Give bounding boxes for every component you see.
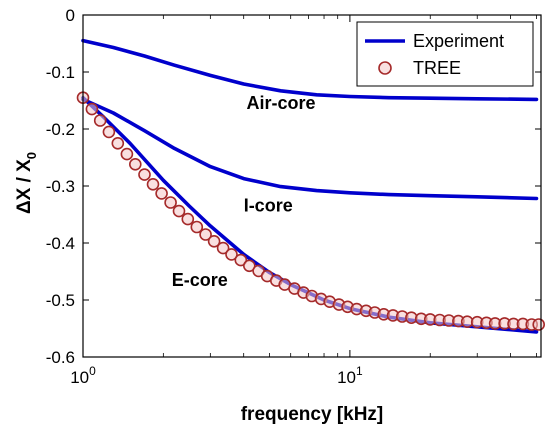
y-axis-label-main: ΔX / X [14,159,35,214]
tree-marker [532,318,546,331]
tree-marker [129,158,142,171]
tree-marker [216,241,230,255]
legend-label: Experiment [413,31,504,51]
tree-marker [155,187,168,200]
y-tick-label: -0.4 [46,234,75,253]
x-tick-label: 100 [70,364,96,387]
y-tick-label: -0.5 [46,291,75,310]
tree-marker [190,220,204,234]
annotation-air-core: Air-core [247,93,316,113]
y-axis-label-subscript: 0 [24,152,39,159]
x-tick-label: 101 [337,364,363,387]
tree-marker [146,178,160,191]
tree-marker [181,212,195,226]
tree-marker [164,196,177,209]
legend-marker-swatch [378,61,392,75]
tree-marker [85,102,99,116]
y-tick-label: -0.3 [46,177,75,196]
series-line-i-core [81,97,539,201]
y-tick-label: 0 [66,6,75,25]
tree-marker [172,204,186,218]
tree-marker [225,248,238,261]
legend: Experiment TREE [356,21,534,87]
tree-marker [199,228,212,241]
legend-label: TREE [413,58,461,78]
tree-marker [93,114,107,127]
annotation-layer: Air-core I-core E-core [172,93,316,290]
tree-marker [102,125,116,139]
y-tick-label: -0.6 [46,348,75,367]
tree-marker [234,253,248,267]
y-tick-label: -0.2 [46,120,75,139]
series-line-air-core [81,38,539,102]
legend-box [356,21,534,87]
tree-marker [138,168,151,181]
tree-marker [120,147,134,161]
x-axis-label: frequency [kHz] [241,404,384,425]
tree-marker [207,235,221,248]
series-layer [76,38,546,334]
y-axis-label: ΔX / X0 [14,152,39,214]
y-tick-label: -0.1 [46,63,75,82]
annotation-e-core: E-core [172,270,228,290]
tree-marker [243,259,256,273]
annotation-i-core: I-core [244,196,293,216]
tree-marker [111,137,125,150]
